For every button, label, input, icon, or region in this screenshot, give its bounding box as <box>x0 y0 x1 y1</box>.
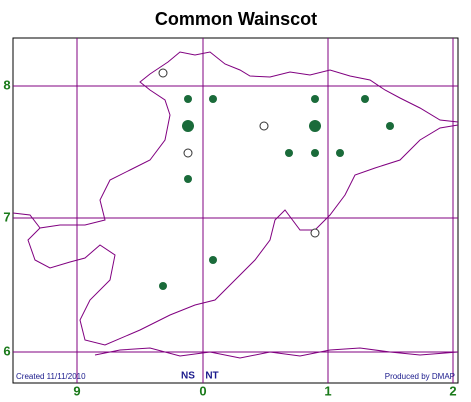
map-frame <box>12 37 459 384</box>
records <box>158 68 394 290</box>
square-label: NT <box>205 371 218 382</box>
grid <box>13 38 458 383</box>
grid-label: 9 <box>73 383 80 398</box>
coastline <box>12 51 459 359</box>
produced-note: Produced by DMAP <box>385 372 455 381</box>
grid-label: 8 <box>3 77 10 92</box>
grid-label: 6 <box>3 343 10 358</box>
grid-label: 0 <box>199 383 206 398</box>
map-title: Common Wainscot <box>155 9 317 29</box>
square-label: NS <box>181 371 195 382</box>
grid-label: 1 <box>324 383 331 398</box>
grid-label: 7 <box>3 209 10 224</box>
grid-label: 2 <box>449 383 456 398</box>
created-note: Created 11/11/2010 <box>16 372 86 381</box>
